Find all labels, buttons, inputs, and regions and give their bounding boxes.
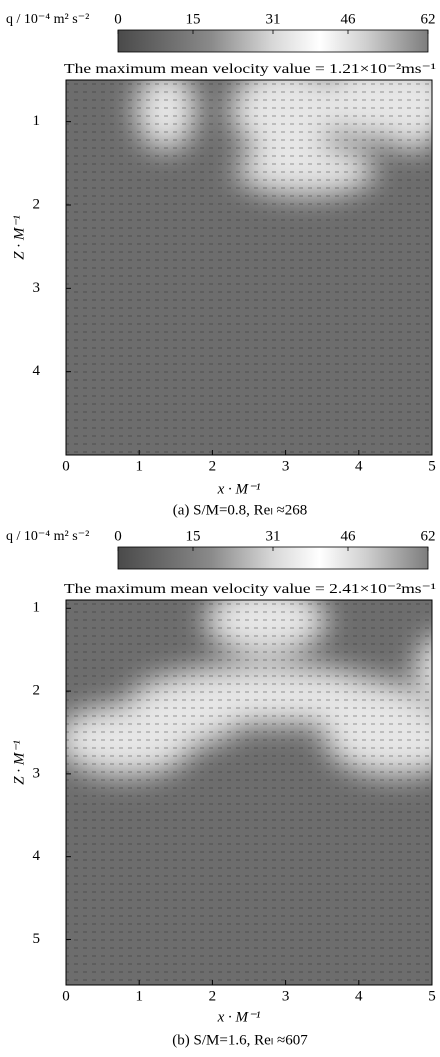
- field: [66, 80, 432, 455]
- x-tick-label: 4: [355, 988, 363, 1004]
- annotation: The maximum mean velocity value = 1.21×1…: [64, 62, 436, 77]
- colorbar-tick-label: 46: [341, 11, 357, 27]
- colorbar-label: q / 10⁻⁴ m² s⁻²: [6, 529, 89, 544]
- vector-arrows: [66, 80, 432, 455]
- caption: (b) S/M=1.6, Reₗ ≈607: [172, 1032, 308, 1048]
- colorbar-label: q / 10⁻⁴ m² s⁻²: [6, 12, 89, 27]
- field: [66, 600, 432, 985]
- y-tick-label: 2: [33, 196, 41, 212]
- x-tick-label: 3: [282, 988, 290, 1004]
- x-axis-label: x · M⁻¹: [217, 481, 261, 497]
- x-tick-label: 1: [135, 988, 143, 1004]
- y-tick-label: 2: [33, 683, 41, 699]
- colorbar-tick-label: 46: [341, 528, 357, 544]
- plot-frame: [65, 79, 433, 456]
- colorbar-tick-label: 31: [266, 528, 281, 544]
- colorbar-tick-label: 31: [266, 11, 281, 27]
- colorbar-tick-label: 15: [186, 528, 201, 544]
- x-tick-label: 4: [355, 458, 363, 474]
- y-axis-label: Z · M⁻¹: [11, 215, 27, 260]
- x-tick-label: 3: [282, 458, 290, 474]
- vector-arrows: [66, 600, 432, 985]
- x-tick-label: 2: [209, 988, 217, 1004]
- colorbar-tick-label: 62: [421, 11, 436, 27]
- y-tick-label: 1: [33, 113, 41, 129]
- caption: (a) S/M=0.8, Reₗ ≈268: [173, 502, 308, 518]
- colorbar-tick-label: 15: [186, 11, 201, 27]
- colorbar-tick-label: 0: [114, 11, 122, 27]
- colorbar-tick-label: 0: [114, 528, 122, 544]
- y-tick-label: 3: [33, 280, 41, 296]
- x-tick-label: 1: [135, 458, 143, 474]
- plot-frame: [65, 599, 433, 986]
- x-tick-label: 0: [62, 458, 70, 474]
- x-tick-label: 0: [62, 988, 70, 1004]
- y-tick-label: 4: [33, 848, 41, 864]
- y-tick-label: 1: [33, 600, 41, 616]
- y-tick-label: 4: [33, 363, 41, 379]
- y-tick-label: 5: [33, 931, 41, 947]
- x-tick-label: 5: [428, 988, 436, 1004]
- y-axis-label: Z · M⁻¹: [11, 740, 27, 785]
- x-axis-label: x · M⁻¹: [217, 1009, 261, 1025]
- annotation: The maximum mean velocity value = 2.41×1…: [64, 582, 436, 597]
- x-tick-label: 2: [209, 458, 217, 474]
- y-tick-label: 3: [33, 765, 41, 781]
- colorbar-tick-label: 62: [421, 528, 436, 544]
- x-tick-label: 5: [428, 458, 436, 474]
